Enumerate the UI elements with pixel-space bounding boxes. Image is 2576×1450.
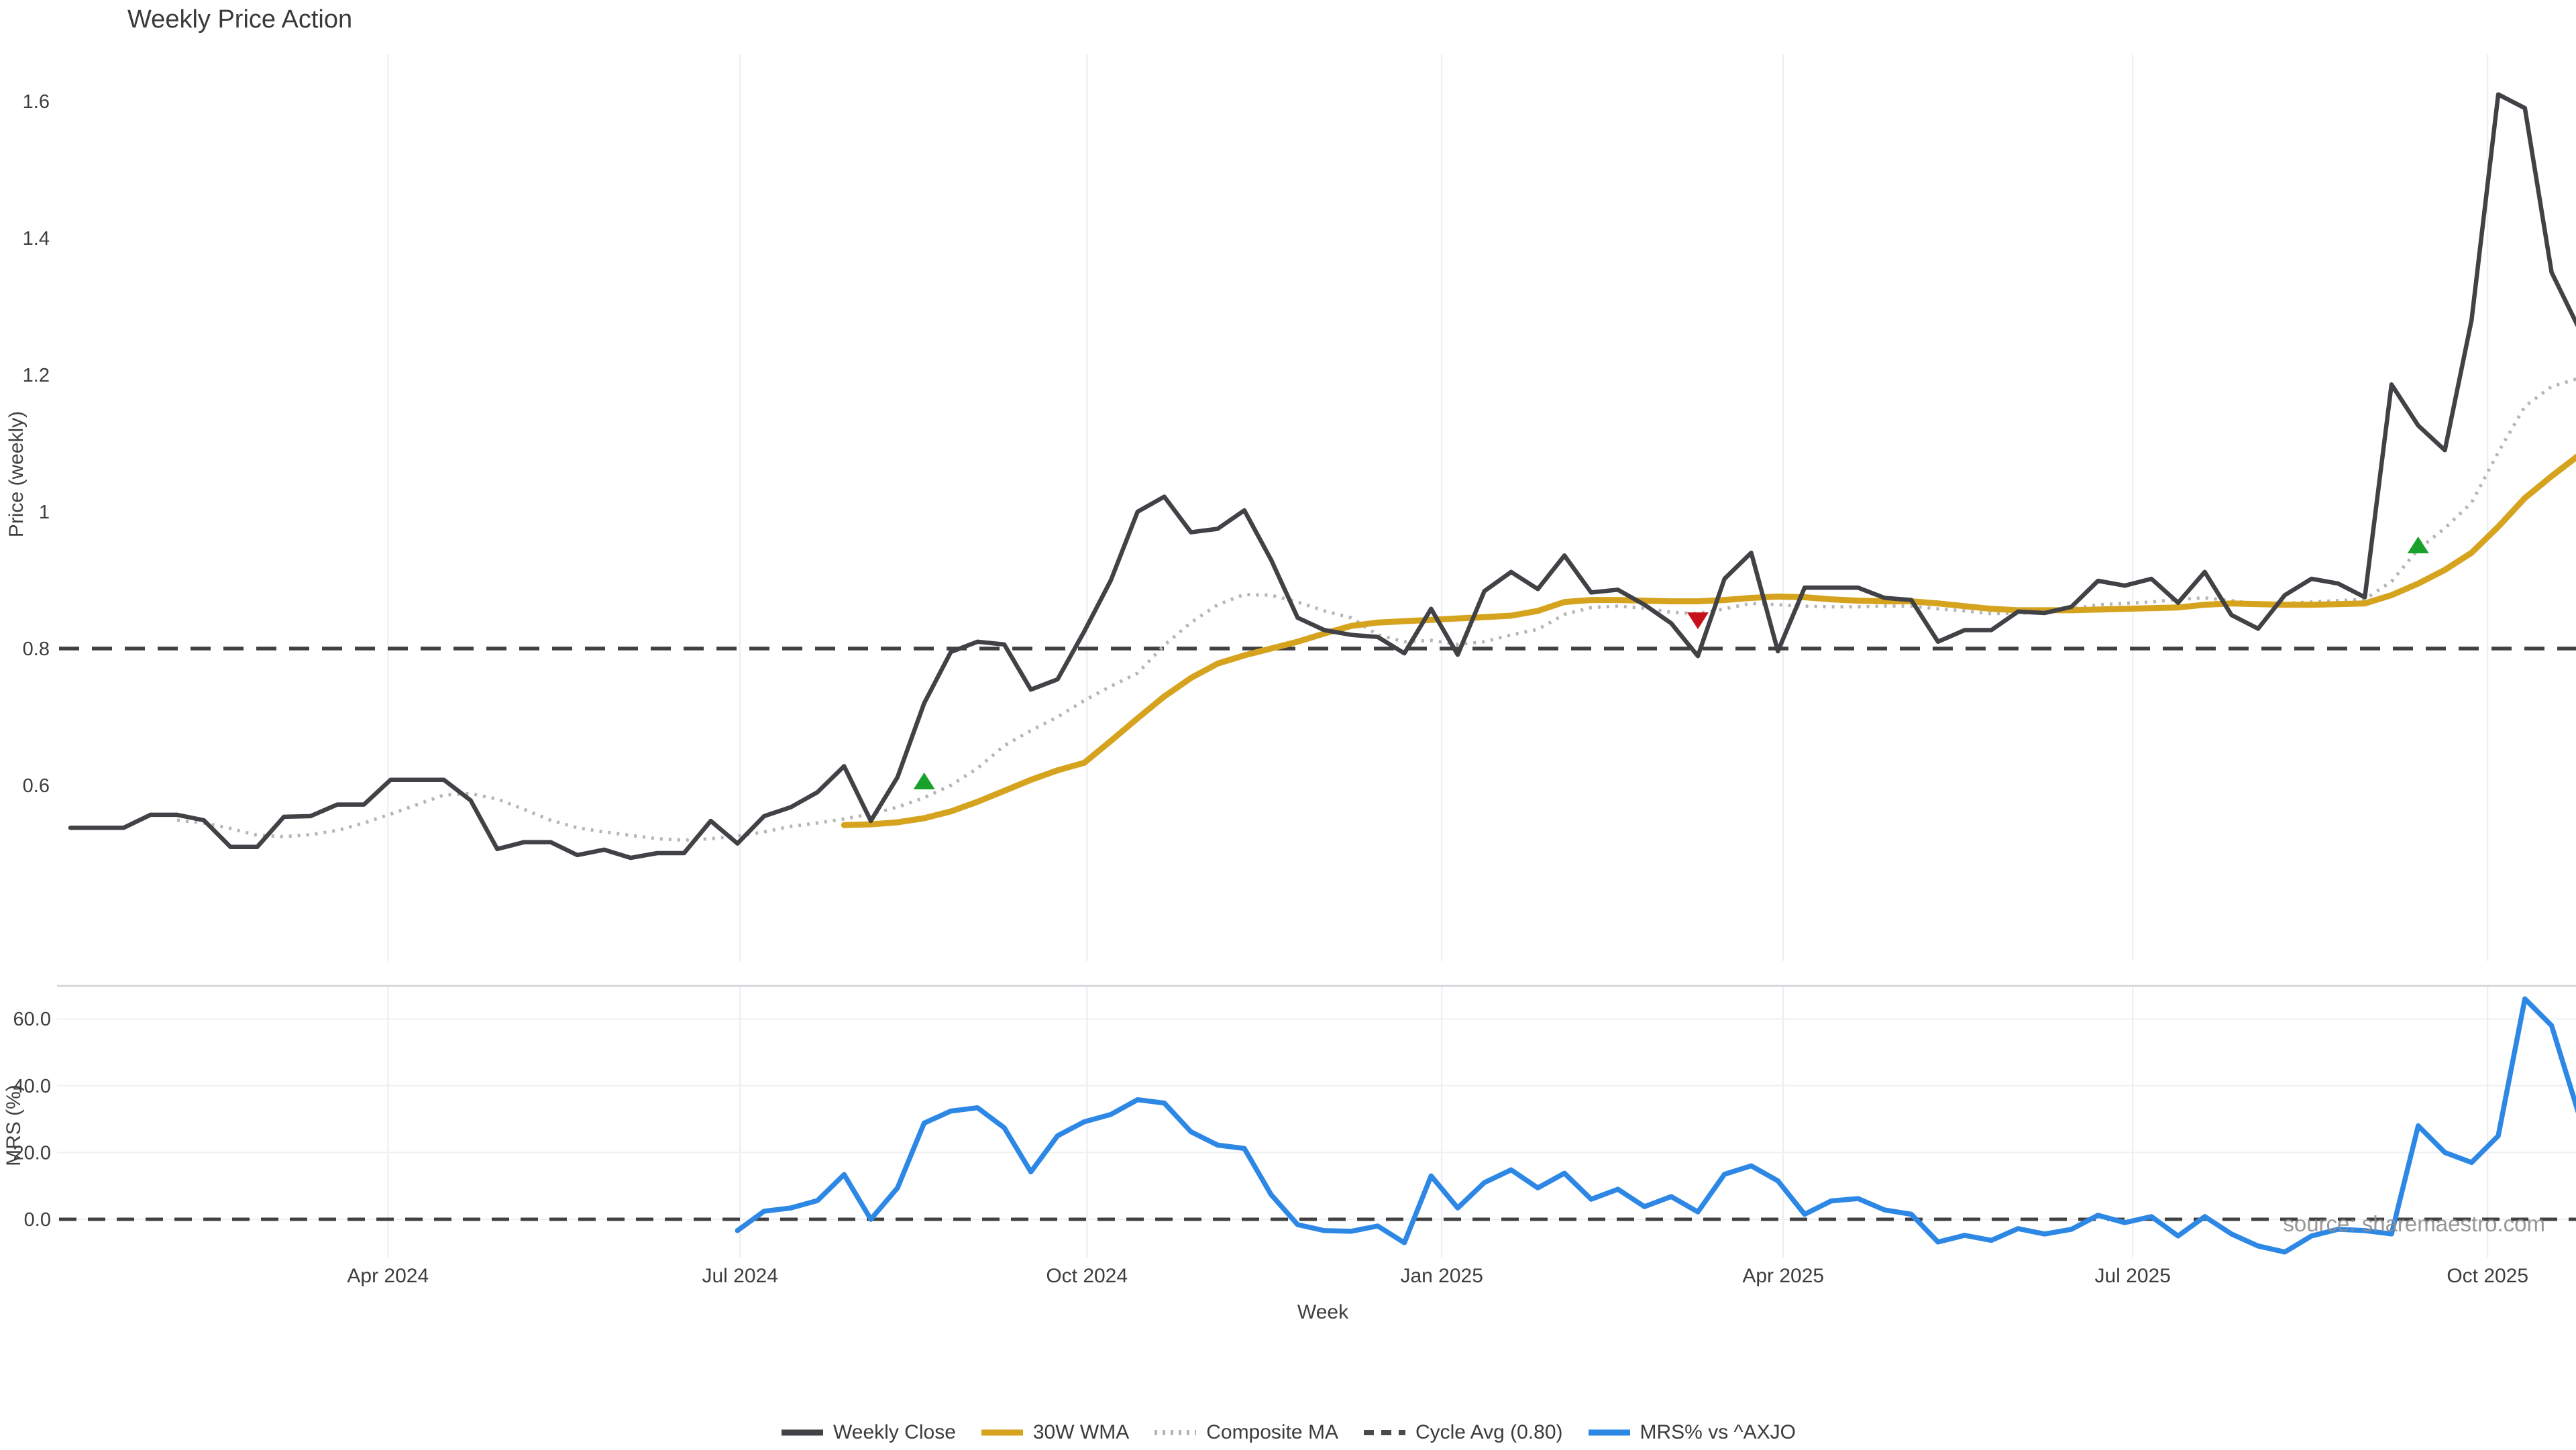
chart-title: Weekly Price Action: [127, 5, 353, 34]
composite-ma-line: [176, 377, 2576, 842]
price-y-tick-label: 1.6: [23, 91, 50, 113]
mrs-y-tick-label: 0.0: [24, 1209, 51, 1231]
sell-signal-marker: [1686, 612, 1709, 630]
x-tick-label: Apr 2024: [347, 1265, 429, 1287]
wma-line-swatch: [981, 1429, 1023, 1436]
price-y-tick-label: 1.2: [23, 365, 50, 386]
cycle-avg-line-swatch: [1363, 1430, 1405, 1435]
buy-signal-marker: [913, 772, 935, 789]
buy-signal-marker: [2407, 537, 2429, 553]
weekly-close-line: [68, 92, 2576, 860]
legend-label: Cycle Avg (0.80): [1415, 1421, 1563, 1443]
source-watermark: source: sharemaestro.com: [2283, 1211, 2545, 1236]
mrs-line: [735, 996, 2576, 1255]
price-y-tick-label: 0.8: [23, 638, 50, 660]
x-axis-title: Week: [1297, 1301, 1349, 1323]
x-tick-label: Jul 2025: [2094, 1265, 2170, 1287]
price-y-tick-label: 1: [39, 502, 50, 523]
price-y-tick-label: 1.4: [23, 228, 50, 249]
x-tick-label: Oct 2025: [2447, 1265, 2528, 1287]
mrs-y-axis-title: MRS (%): [3, 1084, 25, 1166]
legend-item-weekly-close: Weekly Close: [780, 1421, 956, 1444]
chart-generated-layer: 1.6 1.4 1.2 1 0.8 0.6 60.0 40.0 20.0 0.0 Apr 2024 J…: [13, 54, 2576, 1287]
price-y-tick-label: 0.6: [23, 775, 50, 797]
mrs-line-swatch: [1588, 1429, 1630, 1436]
legend-label: 30W WMA: [1032, 1421, 1130, 1443]
mrs-y-tick-label: 40.0: [13, 1076, 51, 1097]
x-tick-label: Apr 2025: [1742, 1265, 1824, 1287]
x-tick-label: Oct 2024: [1046, 1265, 1128, 1287]
weekly-close-line-swatch: [782, 1429, 824, 1436]
mrs-y-tick-label: 20.0: [13, 1142, 51, 1164]
legend-label: Composite MA: [1206, 1421, 1338, 1443]
legend-label: MRS% vs ^AXJO: [1640, 1421, 1796, 1443]
legend-item-composite-ma: Composite MA: [1153, 1421, 1338, 1444]
legend-item-mrs: MRS% vs ^AXJO: [1587, 1421, 1796, 1444]
mrs-y-tick-label: 60.0: [13, 1009, 51, 1030]
legend-item-30w-wma: 30W WMA: [980, 1421, 1129, 1444]
x-tick-label: Jan 2025: [1400, 1265, 1483, 1287]
wma-30w-line: [841, 453, 2576, 828]
legend-item-cycle-avg: Cycle Avg (0.80): [1362, 1421, 1563, 1444]
legend: Weekly Close 30W WMA Composite MA Cycle …: [0, 1415, 2576, 1450]
composite-ma-line-swatch: [1155, 1430, 1197, 1435]
price-y-axis-title: Price (weekly): [5, 411, 28, 537]
x-tick-label: Jul 2024: [702, 1265, 777, 1287]
legend-label: Weekly Close: [833, 1421, 956, 1443]
